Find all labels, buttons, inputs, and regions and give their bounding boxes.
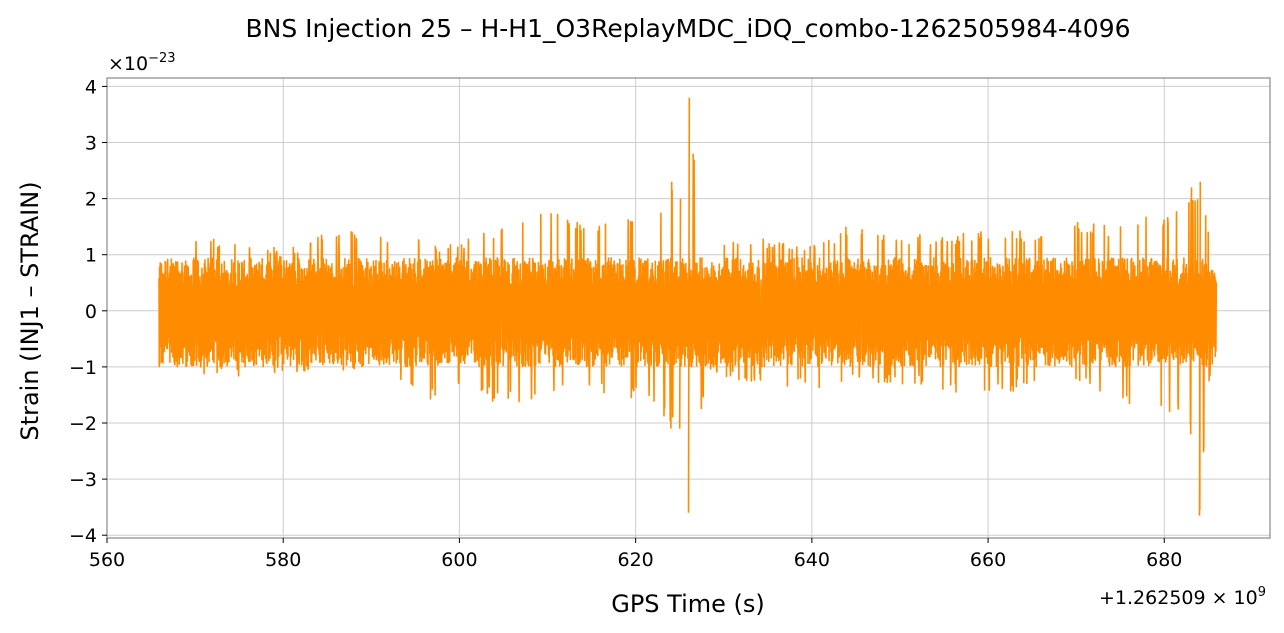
y-axis: −4 −3 −2 −1 0 1 2 3 4 [69,76,107,547]
x-axis: 560 580 600 620 640 660 680 [89,538,1182,571]
y-scale-label: ×10−23 [108,51,176,75]
y-tick-label: −2 [69,413,97,435]
y-tick-label: −4 [69,525,97,547]
x-tick-label: 640 [794,549,830,571]
chart-title: BNS Injection 25 – H-H1_O3ReplayMDC_iDQ_… [245,14,1130,43]
x-axis-label: GPS Time (s) [611,590,765,618]
x-tick-label: 580 [265,549,301,571]
x-tick-label: 660 [970,549,1006,571]
y-tick-label: 3 [85,133,97,155]
axes-frame [106,77,1271,539]
y-tick-label: 1 [85,245,97,267]
y-axis-label: Strain (INJ1 – STRAIN) [16,181,44,440]
x-tick-label: 560 [89,549,125,571]
x-offset-label: +1.262509 × 109 [1099,585,1266,609]
x-tick-label: 680 [1146,549,1182,571]
y-tick-label: 2 [85,189,97,211]
x-tick-label: 600 [441,549,477,571]
strain-series-line [158,97,1218,516]
x-tick-label: 620 [618,549,654,571]
y-tick-label: 4 [85,76,97,98]
y-tick-label: −3 [69,469,97,491]
y-tick-label: 0 [85,301,97,323]
y-tick-label: −1 [69,357,97,379]
plot-area [158,97,1218,516]
